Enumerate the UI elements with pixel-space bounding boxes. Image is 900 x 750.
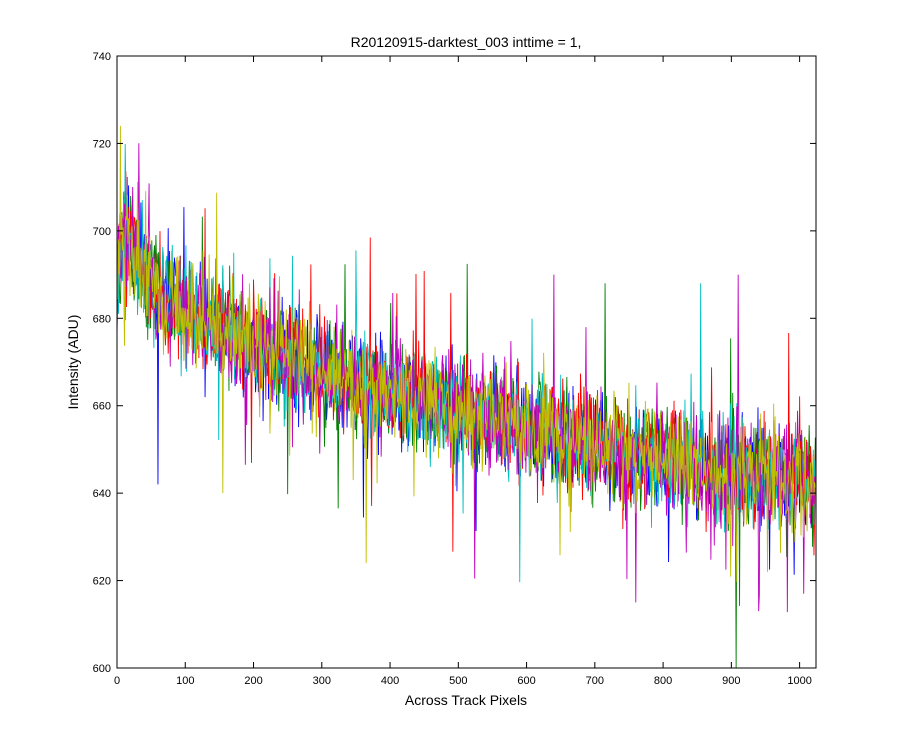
x-tick-label: 0 [114,675,120,687]
y-tick-label: 600 [93,663,111,675]
y-tick-label: 700 [93,226,111,238]
series-line-6 [117,125,816,583]
y-tick-label: 660 [93,401,111,413]
x-tick-label: 500 [449,675,467,687]
y-tick-label: 720 [93,138,111,150]
y-axis-title: Intensity (ADU) [65,315,81,410]
x-tick-label: 300 [313,675,331,687]
x-tick-label: 200 [244,675,262,687]
y-tick-label: 680 [93,313,111,325]
tick-layer: 0 100 200 300 400 500 600 700 800 900 1000 600 620 64… [93,51,816,687]
y-tick-label: 740 [93,51,111,63]
x-tick-label: 800 [654,675,672,687]
x-tick-label: 700 [586,675,604,687]
x-tick-label: 1000 [787,675,811,687]
chart-title: R20120915-darktest_003 inttime = 1, [351,34,582,50]
x-tick-label: 100 [176,675,194,687]
y-tick-label: 620 [93,576,111,588]
x-tick-label: 400 [381,675,399,687]
x-tick-label: 600 [517,675,535,687]
x-tick-label: 900 [722,675,740,687]
plot-frame [116,55,817,669]
y-tick-label: 640 [93,488,111,500]
x-axis-title: Across Track Pixels [405,692,527,708]
series-layer [117,125,816,668]
